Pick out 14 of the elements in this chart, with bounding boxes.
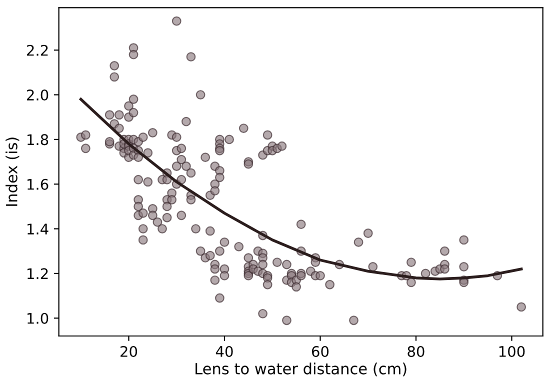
y-tick-label: 1.6 — [28, 178, 48, 190]
y-tick-label: 1.0 — [28, 312, 48, 324]
y-tick-label: 1.2 — [28, 268, 48, 280]
y-tick-label: 1.8 — [28, 134, 48, 146]
x-tick-label: 20 — [120, 346, 138, 358]
x-tick-label: 40 — [216, 346, 233, 358]
x-tick-label: 60 — [312, 346, 329, 358]
y-axis-title: Index (is) — [6, 138, 20, 206]
x-axis-title: Lens to water distance (cm) — [196, 362, 406, 376]
y-tick-label: 1.4 — [28, 224, 48, 234]
y-tick-label: 2.0 — [27, 90, 48, 101]
x-tick-label: 80 — [408, 346, 424, 358]
x-tick-label: 100 — [499, 346, 525, 358]
y-tick-label: 2.2 — [27, 44, 48, 56]
